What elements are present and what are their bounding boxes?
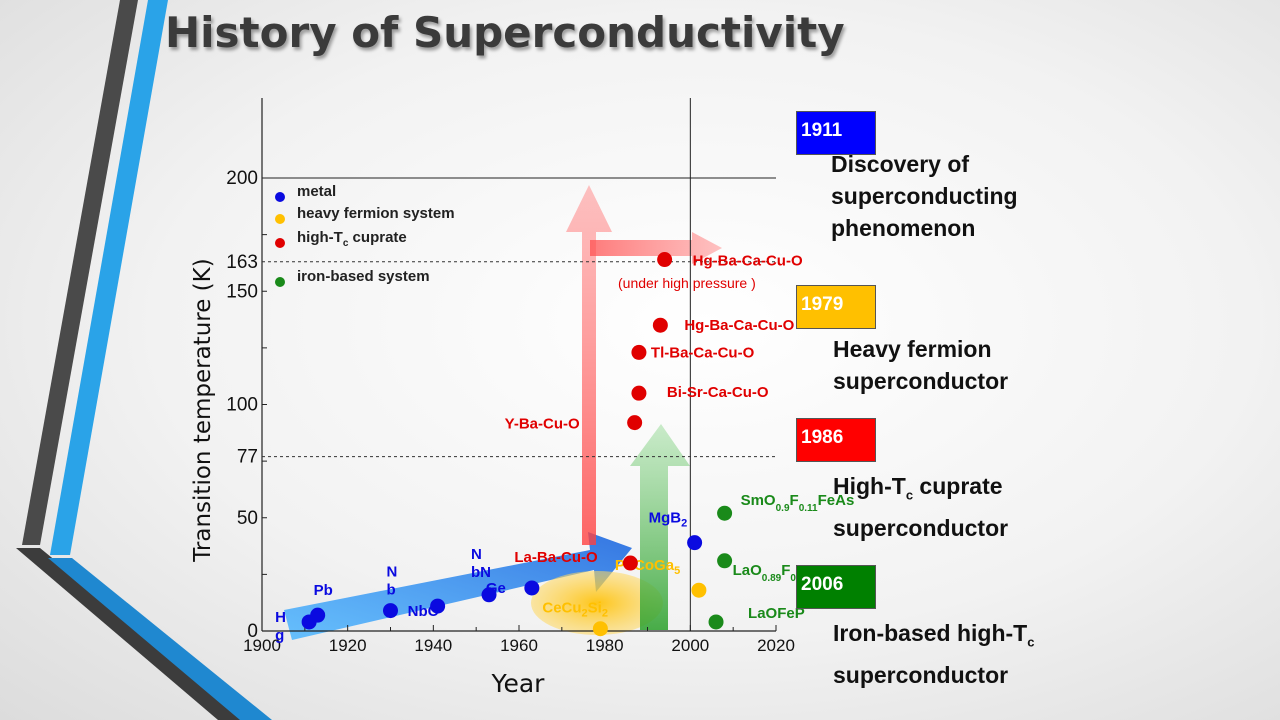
cuprate-trend-arrow — [562, 185, 612, 545]
legend-label-1: heavy fermion system — [297, 205, 455, 222]
desc-2006-sub: c — [1027, 634, 1035, 650]
high-t-c-cuprate-label-4: Hg-Ba-Ca-Cu-O — [684, 317, 794, 334]
high-t-c-cuprate-label-1: Y-Ba-Cu-O — [505, 416, 580, 433]
y-tick-label: 200 — [226, 168, 258, 189]
page-title: History of Superconductivity — [165, 8, 845, 57]
legend-label-0: metal — [297, 183, 336, 200]
metal-label-3: NbC — [408, 603, 439, 620]
metal-point-1 — [310, 607, 326, 623]
high-t-c-cuprate-label-0: La-Ba-Cu-O — [514, 549, 598, 566]
y-tick-label: 77 — [237, 447, 258, 468]
desc-2006-rest: superconductor — [833, 661, 1009, 688]
legend-label-2: high-Tc cuprate — [297, 229, 407, 249]
desc-2006-main: Iron-based high-T — [833, 620, 1028, 646]
year-box-1911: 1911 — [796, 111, 876, 155]
high-t-c-cuprate-point-1 — [627, 415, 643, 431]
legend-label-3: iron-based system — [297, 268, 430, 285]
metal-label-1: Pb — [314, 582, 333, 599]
heavy-fermion-system-point-0 — [592, 621, 608, 637]
x-tick-label: 2020 — [757, 636, 795, 655]
high-t-c-cuprate-point-0 — [622, 555, 638, 571]
y-tick-label: 0 — [247, 621, 258, 642]
annotation-high-pressure: (under high pressure ) — [618, 275, 756, 291]
y-tick-label: 100 — [226, 395, 258, 416]
y-tick-label: 150 — [226, 281, 258, 302]
heavy-fermion-region — [531, 571, 663, 635]
high-t-c-cuprate-point-3 — [631, 344, 647, 360]
x-axis-label: Year — [491, 669, 546, 698]
x-tick-label: 1900 — [243, 636, 281, 655]
iron-based-system-label-2: SmO0.9F0.11FeAs — [741, 492, 855, 514]
high-t-c-cuprate-label-5: Hg-Ba-Ca-Cu-O — [693, 253, 803, 270]
heavy-fermion-system-label-0: CeCu2Si2 — [542, 600, 608, 620]
x-tick-label: 1960 — [500, 636, 538, 655]
y-tick-label: 163 — [226, 252, 258, 273]
high-t-c-cuprate-label-3: Tl-Ba-Ca-Cu-O — [651, 344, 755, 361]
x-tick-label: 2000 — [671, 636, 709, 655]
y-axis-label: Transition temperature (K) — [190, 258, 216, 562]
x-tick-label: 1940 — [414, 636, 452, 655]
high-t-c-cuprate-point-4 — [652, 317, 668, 333]
chart-legend: metal heavy fermion system high-Tc cuprate… — [275, 183, 455, 287]
metal-point-3 — [430, 598, 446, 614]
iron-based-system-point-0 — [708, 614, 724, 630]
high-t-c-cuprate-point-5 — [657, 252, 673, 268]
metal-point-2 — [383, 603, 398, 619]
legend-marker-0 — [275, 192, 285, 202]
x-tick-label: 1980 — [586, 636, 624, 655]
high-t-c-cuprate-point-2 — [631, 385, 647, 401]
desc-1986: High-Tc cuprate superconductor — [833, 470, 1073, 544]
legend-marker-1 — [275, 214, 285, 224]
high-t-c-cuprate-label-2: Bi-Sr-Ca-Cu-O — [667, 384, 769, 401]
metal-trend-arrow — [284, 532, 632, 640]
metal-label-6: MgB2 — [649, 510, 688, 530]
x-tick-label: 1920 — [329, 636, 367, 655]
chart-axes: 1900 1920 1940 1960 1980 2000 2020 0 50 77 100 150 1… — [190, 98, 795, 698]
y-tick-label: 50 — [237, 508, 258, 529]
year-box-1979: 1979 — [796, 285, 876, 329]
iron-based-system-label-0: LaOFeP — [748, 605, 805, 622]
desc-1986-rest: cuprate superconductor — [833, 473, 1009, 541]
metal-point-5 — [524, 580, 540, 596]
cuprate-pressure-arrow — [590, 232, 722, 264]
heavy-fermion-system-point-1 — [691, 582, 707, 598]
desc-1911: Discovery of superconducting phenomenon — [831, 151, 1018, 241]
year-box-1986: 1986 — [796, 418, 876, 462]
desc-1986-main: High-T — [833, 473, 906, 499]
year-box-2006: 2006 — [796, 565, 876, 609]
metal-point-6 — [687, 535, 703, 551]
legend-marker-3 — [275, 277, 285, 287]
legend-marker-2 — [275, 238, 285, 248]
iron-trend-arrow-body — [630, 424, 690, 630]
desc-1979: Heavy fermion superconductor — [833, 336, 1009, 394]
iron-based-system-point-1 — [717, 553, 733, 569]
trend-arrows — [284, 185, 722, 640]
desc-1986-sub: c — [905, 487, 914, 503]
desc-2006: Iron-based high-Tc superconductor — [833, 617, 1113, 691]
iron-based-system-point-2 — [717, 505, 733, 521]
reference-lines — [262, 261, 776, 458]
metal-label-5: Ge — [486, 580, 506, 597]
metal-point-4 — [481, 587, 497, 603]
